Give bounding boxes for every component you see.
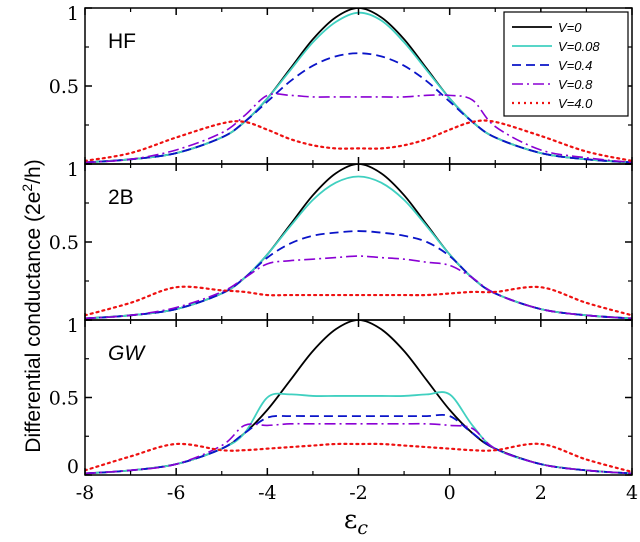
series-line-v-4-0 bbox=[85, 442, 632, 473]
y-axis-label-sup: 2 bbox=[19, 184, 35, 192]
x-tick-label: -2 bbox=[349, 482, 368, 504]
y-tick-label: 0.5 bbox=[49, 232, 79, 254]
x-axis-label-sub: c bbox=[357, 517, 368, 539]
legend-entry: V=0.4 bbox=[558, 58, 592, 73]
panel-label: GW bbox=[108, 342, 146, 365]
series-line-v-0-8 bbox=[85, 422, 632, 475]
panel-frame bbox=[84, 163, 633, 321]
panel-frame bbox=[84, 319, 633, 476]
legend-entry: V=4.0 bbox=[558, 96, 593, 111]
panel-label: HF bbox=[108, 30, 136, 53]
y-tick-label: 0 bbox=[67, 456, 79, 478]
panel-label: 2B bbox=[108, 186, 134, 209]
series-line-v-4-0 bbox=[85, 119, 632, 162]
x-axis: -8 -6 -4 -2 0 2 4 bbox=[76, 482, 638, 504]
series-line-v-0-4 bbox=[85, 230, 632, 320]
y-tick-label: 0.5 bbox=[49, 388, 79, 410]
series-group bbox=[85, 320, 632, 475]
x-tick-label: 0 bbox=[444, 482, 456, 504]
legend-box bbox=[503, 11, 629, 117]
series-line-v-4-0 bbox=[85, 285, 632, 317]
series-line-v-0-08 bbox=[85, 175, 632, 320]
y-tick-label: 1 bbox=[67, 3, 79, 25]
x-tick-label: 4 bbox=[626, 482, 638, 504]
x-axis-label: εc bbox=[344, 505, 368, 539]
x-tick-label: -8 bbox=[76, 482, 95, 504]
panel-2b: 1 0.5 2B bbox=[49, 159, 633, 321]
legend: V=0 V=0.08 V=0.4 V=0.8 V=4.0 bbox=[503, 11, 629, 117]
series-group bbox=[85, 164, 632, 320]
legend-entry: V=0 bbox=[558, 20, 582, 35]
series-line-v-0-8 bbox=[85, 93, 632, 164]
series-line-v-0-4 bbox=[85, 52, 632, 164]
x-tick-label: -6 bbox=[167, 482, 186, 504]
legend-entry: V=0.8 bbox=[558, 77, 593, 92]
panel-gw: 1 0.5 0 GW bbox=[49, 315, 633, 478]
y-axis-label: Differential conductance (2e2/h) bbox=[19, 159, 45, 452]
y-tick-label: 0.5 bbox=[49, 76, 79, 98]
panels-group: 1 0.5 HF 1 0.5 2B 1 0.5 0 GW bbox=[49, 3, 633, 478]
x-tick-label: -4 bbox=[258, 482, 277, 504]
y-tick-label: 1 bbox=[67, 315, 79, 337]
x-tick-label: 2 bbox=[535, 482, 547, 504]
series-line-v-0-08 bbox=[85, 391, 632, 475]
y-tick-label: 1 bbox=[67, 159, 79, 181]
legend-entry: V=0.08 bbox=[558, 39, 600, 54]
series-line-v-0-8 bbox=[85, 255, 632, 320]
